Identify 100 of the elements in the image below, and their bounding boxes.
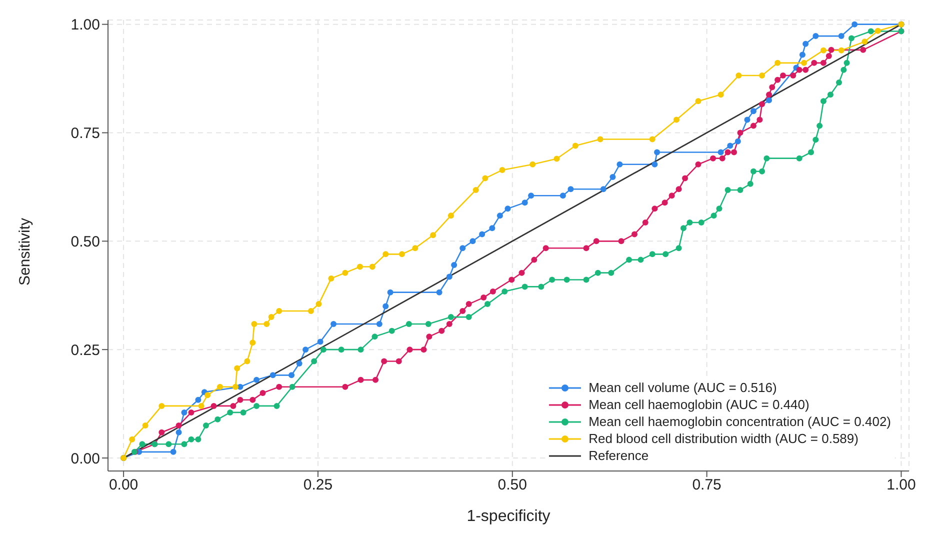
point (376, 320, 382, 327)
point (812, 33, 819, 40)
point (852, 21, 858, 28)
legend-label: Mean cell volume (AUC = 0.516) (588, 380, 777, 395)
point (460, 245, 466, 252)
point (744, 116, 750, 123)
point (398, 251, 405, 258)
point (479, 231, 486, 238)
point (766, 97, 772, 104)
point (270, 372, 276, 378)
point (568, 186, 574, 192)
point (232, 384, 239, 390)
point (382, 251, 389, 258)
point (838, 33, 844, 40)
legend-label: Mean cell haemoglobin (AUC = 0.440) (588, 397, 810, 412)
x-tick-label: 0.25 (303, 476, 333, 494)
point (489, 225, 496, 232)
point (251, 320, 258, 327)
point (129, 436, 136, 442)
point (448, 212, 454, 219)
point (369, 264, 376, 270)
point (195, 396, 202, 403)
y-tick-label: 0.00 (70, 450, 100, 468)
point (316, 301, 322, 308)
point (412, 245, 418, 252)
y-tick-label: 0.75 (70, 125, 100, 142)
point (472, 186, 479, 193)
point (470, 238, 476, 244)
point (718, 149, 724, 156)
point (673, 116, 680, 123)
point (254, 376, 260, 383)
point (382, 303, 389, 310)
point (276, 308, 282, 314)
point (328, 275, 334, 282)
y-tick-label: 0.50 (70, 233, 100, 250)
point (759, 72, 766, 79)
point (264, 320, 270, 327)
point (436, 289, 442, 296)
point (342, 270, 348, 276)
point (216, 384, 223, 390)
x-tick-label: 0.50 (498, 476, 527, 494)
point (654, 149, 660, 156)
point (250, 340, 256, 346)
legend-label: Red blood cell distribution width (AUC = 0.589) (588, 431, 858, 446)
point (387, 289, 394, 296)
point (649, 136, 656, 142)
point (204, 392, 211, 398)
point (308, 308, 314, 314)
point (356, 264, 363, 270)
y-tick-label: 0.25 (70, 342, 100, 359)
point (801, 60, 808, 66)
point (572, 142, 578, 149)
point (522, 200, 528, 206)
point (496, 212, 503, 219)
point (504, 206, 511, 212)
point (317, 338, 324, 345)
point (528, 192, 534, 199)
point (554, 156, 560, 162)
point (718, 92, 724, 98)
legend-label: Mean cell haemoglobin concentration (AUC = 0.402) (588, 414, 891, 429)
point (451, 262, 458, 268)
point (499, 167, 506, 174)
point (482, 175, 488, 182)
point (802, 40, 809, 47)
point (695, 98, 702, 104)
x-axis-title: 1-specificity (466, 508, 550, 525)
point (610, 174, 616, 180)
x-tick-label: 1.00 (886, 476, 916, 494)
point (142, 422, 148, 428)
point (198, 402, 204, 409)
point (874, 28, 881, 34)
point (302, 346, 309, 353)
x-tick-label: 0.00 (108, 476, 138, 494)
point (727, 142, 734, 149)
point (330, 320, 337, 327)
point (288, 372, 295, 378)
point (234, 365, 240, 372)
point (244, 358, 250, 364)
point (181, 409, 188, 416)
point (296, 360, 302, 366)
point (799, 52, 806, 58)
point (600, 186, 606, 192)
point (430, 232, 436, 238)
point (560, 192, 566, 199)
point (158, 402, 165, 409)
point (734, 138, 741, 144)
point (597, 136, 604, 142)
point (530, 161, 536, 168)
point (820, 47, 826, 54)
x-tick-label: 0.75 (692, 476, 722, 494)
point (774, 60, 781, 66)
point (446, 274, 452, 280)
y-axis-title: Sensitivity (16, 217, 34, 286)
point (170, 448, 176, 455)
point (862, 38, 868, 45)
point (736, 72, 742, 79)
point (616, 161, 623, 168)
y-tick-label: 1.00 (70, 16, 100, 34)
point (268, 314, 274, 320)
legend-label: Reference (588, 448, 649, 463)
